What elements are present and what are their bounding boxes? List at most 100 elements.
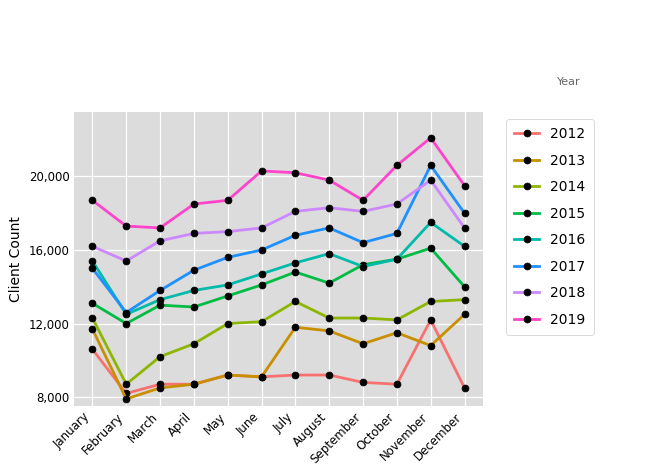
2019	[258, 168, 266, 174]
2014	[156, 354, 164, 360]
Text: DMARC Pantry Usage By Year - All Pantries: DMARC Pantry Usage By Year - All Pantrie…	[8, 24, 442, 42]
2013	[359, 341, 367, 347]
2017	[393, 231, 401, 236]
2017	[427, 163, 435, 168]
Line: 2015: 2015	[89, 245, 468, 327]
2017	[258, 247, 266, 253]
2012	[359, 380, 367, 385]
Line: 2016: 2016	[89, 219, 468, 318]
2019	[156, 225, 164, 231]
2013	[122, 396, 130, 402]
2019	[393, 163, 401, 168]
2015	[122, 321, 130, 326]
2017	[291, 233, 299, 238]
2017	[89, 266, 97, 271]
2018	[325, 205, 333, 211]
2013	[258, 374, 266, 380]
Line: 2012: 2012	[89, 317, 468, 397]
Line: 2017: 2017	[89, 162, 468, 316]
2012	[223, 372, 231, 378]
2016	[223, 282, 231, 288]
Line: 2019: 2019	[89, 134, 468, 231]
2015	[393, 256, 401, 262]
2012	[156, 382, 164, 387]
2015	[223, 293, 231, 299]
2017	[122, 310, 130, 315]
2015	[325, 280, 333, 286]
2019	[122, 223, 130, 229]
2012	[460, 385, 468, 391]
2013	[427, 343, 435, 348]
2018	[291, 209, 299, 214]
2018	[460, 225, 468, 231]
2012	[190, 382, 198, 387]
2013	[460, 311, 468, 317]
2015	[190, 304, 198, 310]
2016	[460, 243, 468, 249]
2017	[325, 225, 333, 231]
2014	[122, 382, 130, 387]
2012	[291, 372, 299, 378]
2017	[359, 240, 367, 246]
2014	[223, 321, 231, 326]
2014	[258, 319, 266, 325]
2014	[393, 317, 401, 323]
2016	[89, 258, 97, 264]
2015	[258, 282, 266, 288]
2015	[156, 302, 164, 308]
2013	[291, 325, 299, 330]
2013	[190, 382, 198, 387]
2018	[223, 229, 231, 234]
2013	[223, 372, 231, 378]
2012	[258, 374, 266, 380]
2014	[190, 341, 198, 347]
2014	[359, 315, 367, 321]
2016	[393, 256, 401, 262]
2019	[359, 198, 367, 203]
2014	[325, 315, 333, 321]
Line: 2013: 2013	[89, 311, 468, 403]
Legend: 2012, 2013, 2014, 2015, 2016, 2017, 2018, 2019: 2012, 2013, 2014, 2015, 2016, 2017, 2018…	[506, 119, 594, 335]
2015	[427, 245, 435, 251]
2014	[427, 299, 435, 304]
2012	[122, 390, 130, 396]
2013	[393, 330, 401, 335]
2019	[89, 198, 97, 203]
2018	[359, 209, 367, 214]
2019	[223, 198, 231, 203]
Line: 2018: 2018	[89, 177, 468, 264]
2017	[460, 211, 468, 216]
2017	[223, 255, 231, 260]
2016	[156, 297, 164, 303]
2016	[291, 260, 299, 266]
2016	[190, 288, 198, 293]
2019	[460, 183, 468, 188]
2017	[156, 288, 164, 293]
2014	[291, 299, 299, 304]
2015	[89, 301, 97, 306]
2016	[359, 264, 367, 269]
2012	[393, 382, 401, 387]
2017	[190, 268, 198, 273]
2012	[427, 317, 435, 323]
2018	[258, 225, 266, 231]
2013	[325, 328, 333, 334]
2019	[190, 201, 198, 207]
Line: 2014: 2014	[89, 296, 468, 388]
2015	[359, 262, 367, 268]
Y-axis label: Client Count: Client Count	[9, 216, 23, 302]
2012	[325, 372, 333, 378]
2019	[325, 177, 333, 183]
2019	[291, 170, 299, 176]
2015	[291, 269, 299, 275]
Text: Year: Year	[557, 77, 580, 87]
2018	[156, 238, 164, 244]
2013	[89, 326, 97, 332]
2014	[460, 297, 468, 303]
2016	[325, 251, 333, 256]
2013	[156, 385, 164, 391]
2018	[89, 243, 97, 249]
2016	[258, 271, 266, 276]
2014	[89, 315, 97, 321]
2018	[190, 231, 198, 236]
